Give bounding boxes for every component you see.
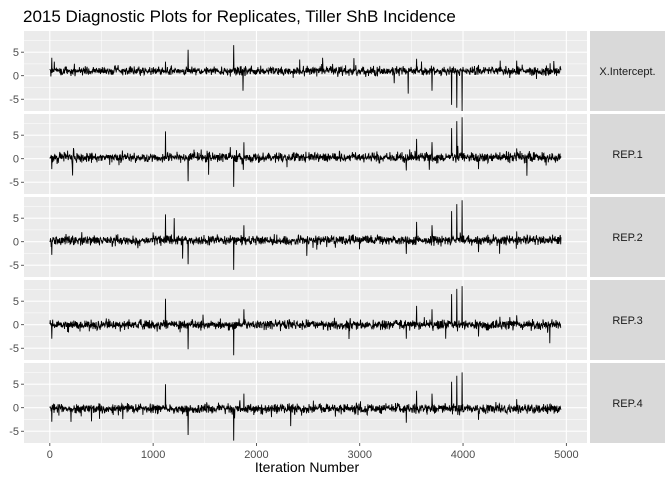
y-tick-label: -5: [9, 260, 19, 272]
facet-panels: -5 0 5 X.Intercept. -5 0 5 REP.1 -5 0 5 REP.2 -5 0 5 RE…: [9, 31, 665, 443]
y-tick-label: -5: [9, 426, 19, 438]
facet-panel: -5 0 5 REP.2: [9, 197, 665, 277]
x-tick-label: 5000: [554, 449, 578, 461]
x-tick-label: 0: [47, 449, 53, 461]
x-tick-label: 3000: [347, 449, 371, 461]
facet-panel: -5 0 5 REP.4: [9, 363, 665, 443]
y-tick-label: 5: [13, 47, 19, 59]
x-tick-label: 2000: [244, 449, 268, 461]
facet-strip: [590, 31, 665, 111]
y-tick-label: 5: [13, 379, 19, 391]
panel-background: [24, 280, 587, 360]
series-trace-line: [49, 372, 562, 441]
y-tick-label: 5: [13, 213, 19, 225]
facet-strip: [590, 280, 665, 360]
y-tick-label: 0: [13, 403, 19, 415]
facet-strip: [590, 363, 665, 443]
y-tick-label: -5: [9, 343, 19, 355]
facet-strip: [590, 197, 665, 277]
facet-strip: [590, 114, 665, 194]
y-tick-label: 5: [13, 296, 19, 308]
chart-title: 2015 Diagnostic Plots for Replicates, Ti…: [23, 7, 456, 26]
facet-strip-label: REP.1: [612, 149, 642, 161]
y-tick-label: -5: [9, 94, 19, 106]
x-axis: 0 1000 2000 3000 4000 5000: [47, 443, 579, 461]
series-trace-line: [49, 45, 562, 112]
facet-panel: -5 0 5 REP.3: [9, 280, 665, 360]
series-trace-line: [49, 200, 562, 270]
facet-strip-label: REP.3: [612, 315, 642, 327]
y-tick-label: 0: [13, 154, 19, 166]
facet-panel: -5 0 5 X.Intercept.: [9, 31, 665, 112]
x-tick-label: 1000: [141, 449, 165, 461]
panel-background: [24, 363, 587, 443]
facet-strip-label: X.Intercept.: [599, 66, 655, 78]
y-tick-label: -5: [9, 177, 19, 189]
facet-panel: -5 0 5 REP.1: [9, 114, 665, 194]
y-tick-label: 0: [13, 320, 19, 332]
facet-strip-label: REP.4: [612, 398, 642, 410]
y-tick-label: 0: [13, 237, 19, 249]
series-trace-line: [49, 286, 562, 356]
facet-strip-label: REP.2: [612, 232, 642, 244]
y-tick-label: 5: [13, 130, 19, 142]
y-tick-label: 0: [13, 71, 19, 83]
x-axis-title: Iteration Number: [255, 459, 360, 475]
series-trace-line: [49, 117, 562, 187]
x-tick-label: 4000: [451, 449, 475, 461]
